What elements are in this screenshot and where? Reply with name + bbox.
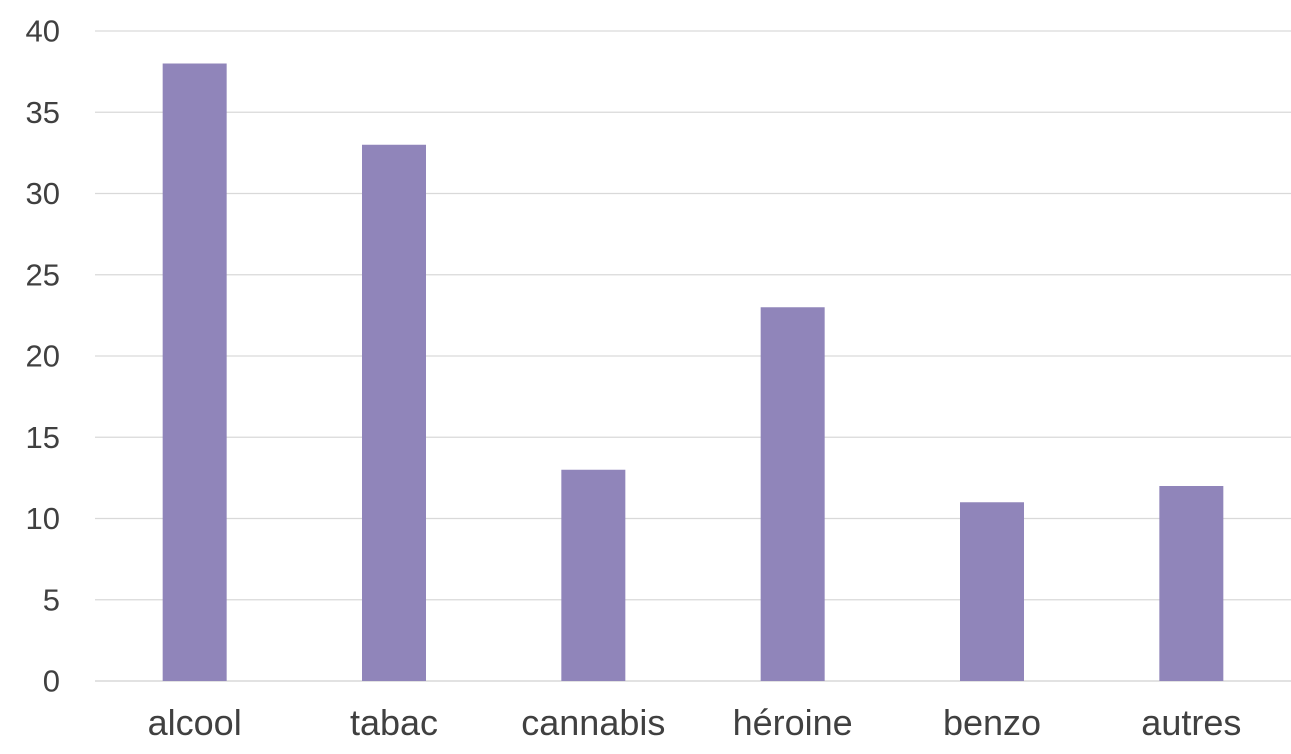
y-tick-label-15: 15 xyxy=(26,420,60,455)
bars xyxy=(162,63,1224,681)
y-tick-label-40: 40 xyxy=(26,14,60,49)
x-category-label-alcool: alcool xyxy=(148,702,242,743)
y-axis-tick-labels: 0 5 10 15 20 25 30 35 40 xyxy=(26,14,60,699)
gridlines xyxy=(95,30,1291,682)
x-axis-category-labels: alcool tabac cannabis héroine benzo autres xyxy=(148,702,1242,743)
x-category-label-autres: autres xyxy=(1141,702,1241,743)
y-tick-label-35: 35 xyxy=(26,95,60,130)
y-tick-label-30: 30 xyxy=(26,176,60,211)
x-category-label-cannabis: cannabis xyxy=(521,702,665,743)
bar-tabac xyxy=(362,144,426,681)
y-tick-label-10: 10 xyxy=(26,501,60,536)
bar-benzo xyxy=(960,502,1024,681)
y-tick-label-20: 20 xyxy=(26,339,60,374)
x-category-label-héroine: héroine xyxy=(733,702,853,743)
bar-cannabis xyxy=(561,469,626,681)
y-tick-label-25: 25 xyxy=(26,257,60,292)
y-tick-label-5: 5 xyxy=(43,582,60,617)
bar-alcool xyxy=(162,63,227,681)
y-tick-label-0: 0 xyxy=(43,664,60,699)
x-category-label-benzo: benzo xyxy=(943,702,1041,743)
bar-héroine xyxy=(760,307,825,681)
x-category-label-tabac: tabac xyxy=(350,702,438,743)
bar-autres xyxy=(1159,486,1224,681)
